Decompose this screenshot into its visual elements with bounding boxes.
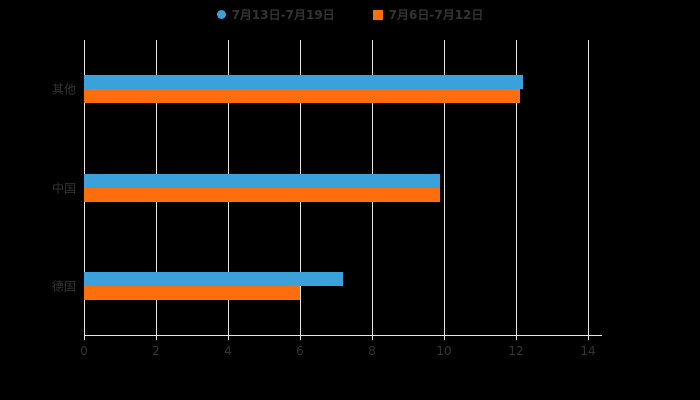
x-axis-tick <box>156 335 157 340</box>
gridline <box>444 40 445 335</box>
legend-item-series-2[interactable]: 7月6日-7月12日 <box>372 6 484 23</box>
x-tick-label: 2 <box>152 344 160 358</box>
x-tick-label: 10 <box>436 344 452 358</box>
gridline <box>588 40 589 335</box>
legend-item-series-1[interactable]: 7月13日-7月19日 <box>216 6 335 23</box>
category-label: 其他 <box>51 82 76 97</box>
x-tick-label: 12 <box>508 344 524 358</box>
x-axis-tick <box>300 335 301 340</box>
x-tick-label: 14 <box>580 344 596 358</box>
category-label: 中国 <box>51 181 76 195</box>
x-axis-tick <box>516 335 517 340</box>
x-axis-tick <box>372 335 373 340</box>
x-axis-tick <box>228 335 229 340</box>
legend-label-series-2: 7月6日-7月12日 <box>388 8 484 22</box>
bar-series-2-中国[interactable] <box>84 187 441 202</box>
x-axis-tick <box>588 335 589 340</box>
bar-series-1-其他[interactable] <box>84 75 524 90</box>
x-tick-label: 6 <box>296 344 304 358</box>
x-tick-label: 4 <box>224 344 232 358</box>
bar-series-1-中国[interactable] <box>84 173 441 188</box>
x-tick-label: 0 <box>80 344 88 358</box>
bar-series-2-德国[interactable] <box>84 285 300 300</box>
legend-marker-circle-icon <box>216 10 226 19</box>
gridline <box>516 40 517 335</box>
x-axis-line <box>84 335 602 336</box>
x-tick-label: 8 <box>368 344 376 358</box>
chart-legend: 7月13日-7月19日 7月6日-7月12日 <box>0 6 700 23</box>
bar-series-1-德国[interactable] <box>84 271 344 286</box>
category-label: 德国 <box>51 279 76 294</box>
legend-label-series-1: 7月13日-7月19日 <box>231 8 335 22</box>
x-axis-tick <box>84 335 85 340</box>
x-axis-tick <box>444 335 445 340</box>
bar-series-2-其他[interactable] <box>84 89 520 104</box>
legend-marker-square-icon <box>372 9 383 20</box>
